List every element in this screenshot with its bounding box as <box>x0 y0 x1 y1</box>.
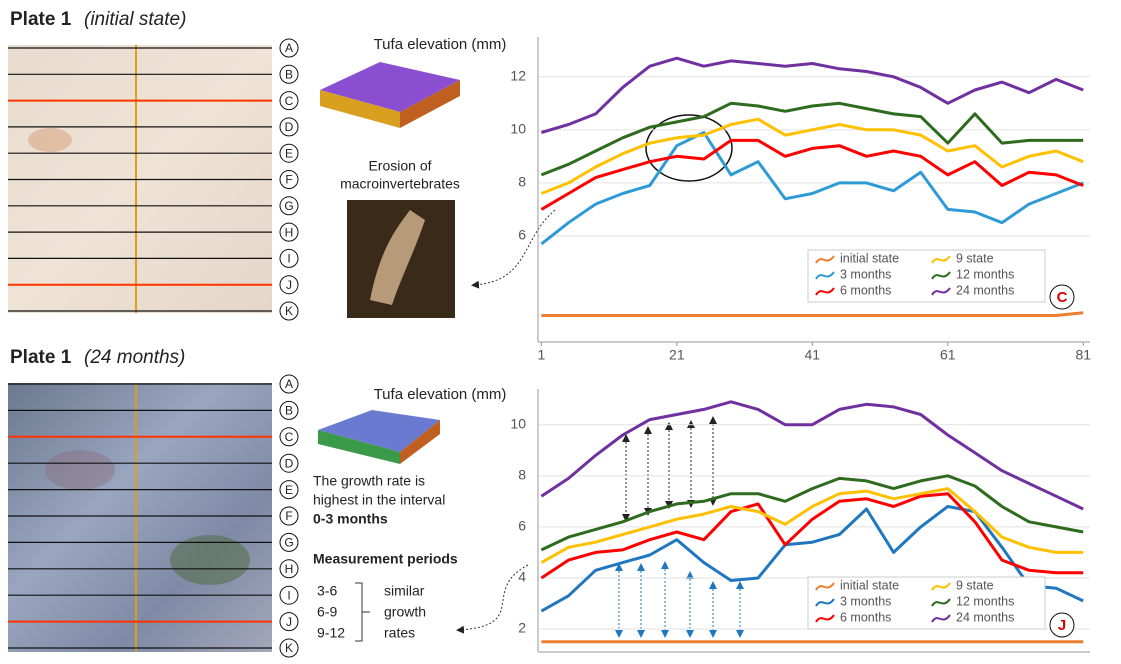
x-tick-label: 41 <box>805 347 821 363</box>
legend-label: 24 months <box>956 283 1014 297</box>
legend-label: 9 state <box>956 578 994 592</box>
x-tick-label: 61 <box>940 347 956 363</box>
row-label: D <box>285 456 294 470</box>
annotation: 0-3 months <box>313 511 388 527</box>
legend-label: 9 state <box>956 251 994 265</box>
y-tick-label: 8 <box>518 174 526 190</box>
row-label: B <box>285 67 293 81</box>
row-label: I <box>287 252 290 266</box>
pointer-arrow <box>475 210 555 285</box>
row-label: A <box>285 41 293 55</box>
x-tick-label: 1 <box>537 347 545 363</box>
row-label: G <box>284 536 293 550</box>
annotation: macroinvertebrates <box>340 176 460 192</box>
annotation: Erosion of <box>368 158 431 174</box>
legend-label: initial state <box>840 251 899 265</box>
plate-image <box>8 383 272 652</box>
figure: Plate 1 (initial state) Plate 1 (24 mont… <box>0 0 1121 659</box>
y-tick-label: 6 <box>518 227 526 243</box>
row-label: D <box>285 120 294 134</box>
row-label: K <box>285 641 293 655</box>
plate-subtitle: (initial state) <box>84 9 186 30</box>
row-label: H <box>285 562 294 576</box>
series-line <box>541 119 1083 193</box>
annotation: rates <box>384 625 415 641</box>
series-line <box>541 103 1083 175</box>
legend-label: 3 months <box>840 594 891 608</box>
plate-title: Plate 1 <box>10 347 72 368</box>
legend-label: 3 months <box>840 267 891 281</box>
row-label: C <box>285 94 294 108</box>
row-label: C <box>285 430 294 444</box>
plate-spot <box>28 128 72 152</box>
period: 3-6 <box>317 583 337 599</box>
y-tick-label: 2 <box>518 620 526 636</box>
y-axis-label: Tufa elevation (mm) <box>374 386 507 403</box>
page: {"plates": [{"title": "Plate 1", "subtit… <box>0 0 1121 659</box>
y-axis-label: Tufa elevation (mm) <box>374 36 507 53</box>
row-label: K <box>285 304 293 318</box>
series-line <box>541 140 1083 209</box>
row-label: I <box>287 588 290 602</box>
legend-label: 12 months <box>956 267 1014 281</box>
row-label: E <box>285 483 293 497</box>
legend-label: 24 months <box>956 610 1014 624</box>
y-tick-label: 10 <box>510 121 526 137</box>
y-tick-label: 10 <box>510 415 526 431</box>
panel-label: C <box>1057 289 1068 306</box>
annotation: The growth rate is <box>313 473 425 489</box>
period: 9-12 <box>317 625 345 641</box>
legend-label: initial state <box>840 578 899 592</box>
legend-label: 12 months <box>956 594 1014 608</box>
annotation: highest in the interval <box>313 492 445 508</box>
panel-label: J <box>1058 617 1066 634</box>
series-line <box>541 402 1083 509</box>
y-tick-label: 12 <box>510 67 526 83</box>
series-line <box>541 58 1083 132</box>
row-label: G <box>284 199 293 213</box>
row-label: B <box>285 404 293 418</box>
series-line <box>541 476 1083 550</box>
x-tick-label: 21 <box>669 347 685 363</box>
row-label: J <box>286 278 292 292</box>
plate-spot <box>45 450 115 490</box>
y-tick-label: 4 <box>518 569 526 585</box>
row-label: E <box>285 146 293 160</box>
y-tick-label: 8 <box>518 467 526 483</box>
annotation: similar <box>384 583 425 599</box>
series-line <box>541 489 1083 563</box>
row-label: A <box>285 377 293 391</box>
plate-subtitle: (24 months) <box>84 347 185 368</box>
annotation: Measurement periods <box>313 551 458 567</box>
bracket <box>355 583 370 641</box>
row-label: F <box>285 173 292 187</box>
x-tick-label: 81 <box>1075 347 1091 363</box>
period: 6-9 <box>317 604 337 620</box>
row-label: J <box>286 615 292 629</box>
annotation: growth <box>384 604 426 620</box>
legend-label: 6 months <box>840 610 891 624</box>
series-line <box>541 313 1083 316</box>
plate-title: Plate 1 <box>10 9 72 30</box>
row-label: F <box>285 509 292 523</box>
y-tick-label: 6 <box>518 518 526 534</box>
legend-label: 6 months <box>840 283 891 297</box>
row-label: H <box>285 225 294 239</box>
